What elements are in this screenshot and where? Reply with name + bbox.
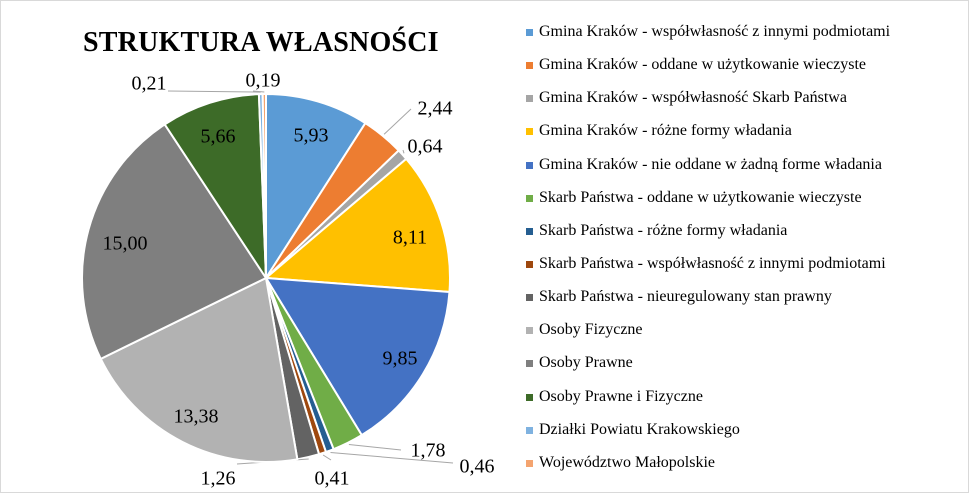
data-label: 13,38 (174, 406, 219, 428)
data-label: 0,21 (132, 73, 167, 95)
data-label: 15,00 (103, 233, 148, 255)
data-label: 2,44 (418, 98, 453, 120)
leader-line (402, 149, 405, 154)
legend-swatch (526, 260, 533, 268)
legend-label: Osoby Fizyczne (539, 321, 643, 339)
data-label: 0,64 (408, 136, 443, 158)
legend-item: Skarb Państwa - oddane w użytkowanie wie… (526, 188, 966, 221)
legend-swatch (526, 294, 533, 302)
legend-label: Skarb Państwa - nieuregulowany stan praw… (539, 288, 832, 306)
legend-item: Skarb Państwa - różne formy władania (526, 221, 966, 254)
data-label: 0,41 (315, 468, 350, 490)
leader-line (330, 452, 454, 464)
legend-label: Działki Powiatu Krakowskiego (539, 420, 740, 438)
legend-label: Województwo Małopolskie (539, 453, 716, 471)
legend-item: Województwo Małopolskie (526, 453, 966, 486)
leader-line (252, 90, 265, 93)
data-label: 5,93 (294, 125, 329, 147)
leader-line (322, 454, 332, 461)
legend-label: Gmina Kraków - oddane w użytkowanie wiec… (539, 56, 866, 74)
pie-slice (99, 276, 299, 463)
legend-item: Gmina Kraków - oddane w użytkowanie wiec… (526, 55, 966, 88)
legend-swatch (526, 95, 533, 103)
legend-item: Osoby Fizyczne (526, 320, 966, 353)
data-label: 1,26 (201, 468, 236, 490)
legend-item: Gmina Kraków - współwłasność Skarb Państ… (526, 88, 966, 121)
legend-swatch (526, 393, 533, 401)
chart-title: STRUKTURA WŁASNOŚCI (83, 27, 439, 58)
data-label: 8,11 (393, 227, 427, 249)
pie-slice (265, 92, 367, 282)
legend-swatch (526, 161, 533, 169)
legend-item: Gmina Kraków - nie oddane w żadną forme … (526, 155, 966, 188)
legend-swatch (526, 459, 533, 467)
legend-label: Osoby Prawne i Fizyczne (539, 387, 703, 405)
legend-swatch (526, 128, 533, 136)
legend-swatch (526, 62, 533, 70)
legend-item: Gmina Kraków - różne formy władania (526, 121, 966, 154)
legend-label: Osoby Prawne (539, 354, 633, 372)
data-label: 5,66 (201, 126, 236, 148)
legend-item: Osoby Prawne (526, 353, 966, 386)
legend-item: Skarb Państwa - współwłasność z innymi p… (526, 254, 966, 287)
legend-swatch (526, 426, 533, 434)
legend-label: Gmina Kraków - współwłasność Skarb Państ… (539, 89, 847, 107)
leader-line (348, 444, 402, 451)
legend-label: Skarb Państwa - współwłasność z innymi p… (539, 254, 886, 272)
leader-line (167, 90, 261, 93)
pie-slice (81, 123, 268, 361)
legend-item: Skarb Państwa - nieuregulowany stan praw… (526, 287, 966, 320)
legend-swatch (526, 327, 533, 335)
legend-label: Gmina Kraków - współwłasność z innymi po… (539, 23, 891, 40)
legend-label: Gmina Kraków - różne formy władania (539, 122, 792, 140)
pie-slice (261, 92, 267, 279)
data-label: 9,85 (383, 348, 418, 370)
data-label: 1,78 (411, 440, 446, 462)
pie-slice (264, 276, 451, 437)
data-label: 0,19 (246, 70, 281, 92)
legend-swatch (526, 194, 533, 202)
pie-slice (163, 93, 268, 282)
legend-item: Działki Powiatu Krakowskiego (526, 420, 966, 453)
legend-swatch (526, 29, 533, 36)
legend-swatch (526, 360, 533, 368)
legend-label: Skarb Państwa - oddane w użytkowanie wie… (539, 188, 862, 206)
legend-label: Skarb Państwa - różne formy władania (539, 221, 788, 239)
legend-item: Osoby Prawne i Fizyczne (526, 387, 966, 420)
legend-swatch (526, 227, 533, 235)
legend-item: Gmina Kraków - współwłasność z innymi po… (526, 22, 966, 55)
leader-line (383, 108, 412, 135)
legend-label: Gmina Kraków - nie oddane w żadną forme … (539, 155, 882, 173)
legend: Gmina Kraków - współwłasność z innymi po… (526, 22, 966, 486)
pie-slice (263, 157, 451, 294)
data-label: 0,46 (460, 456, 495, 478)
